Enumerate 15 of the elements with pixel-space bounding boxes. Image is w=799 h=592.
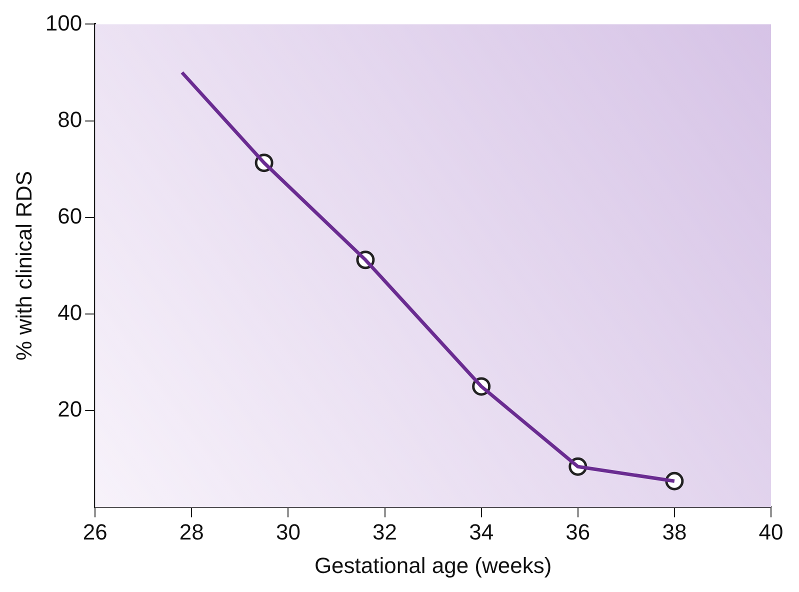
- x-axis-title: Gestational age (weeks): [314, 552, 552, 578]
- y-tick-label: 60: [58, 203, 82, 228]
- y-tick-label: 40: [58, 300, 82, 326]
- y-tick-label: 100: [45, 10, 82, 36]
- x-tick-label: 28: [179, 519, 204, 544]
- y-tick-label: 20: [58, 396, 82, 422]
- x-tick-label: 26: [82, 519, 108, 544]
- y-axis-title: % with clinical RDS: [11, 170, 36, 360]
- y-tick-label: 80: [58, 106, 82, 132]
- x-tick-label: 36: [566, 519, 590, 544]
- x-tick-label: 40: [758, 519, 784, 544]
- x-tick-label: 34: [469, 519, 494, 544]
- x-tick-label: 32: [372, 519, 398, 544]
- x-tick-label: 30: [276, 519, 300, 544]
- x-tick-label: 38: [662, 519, 687, 544]
